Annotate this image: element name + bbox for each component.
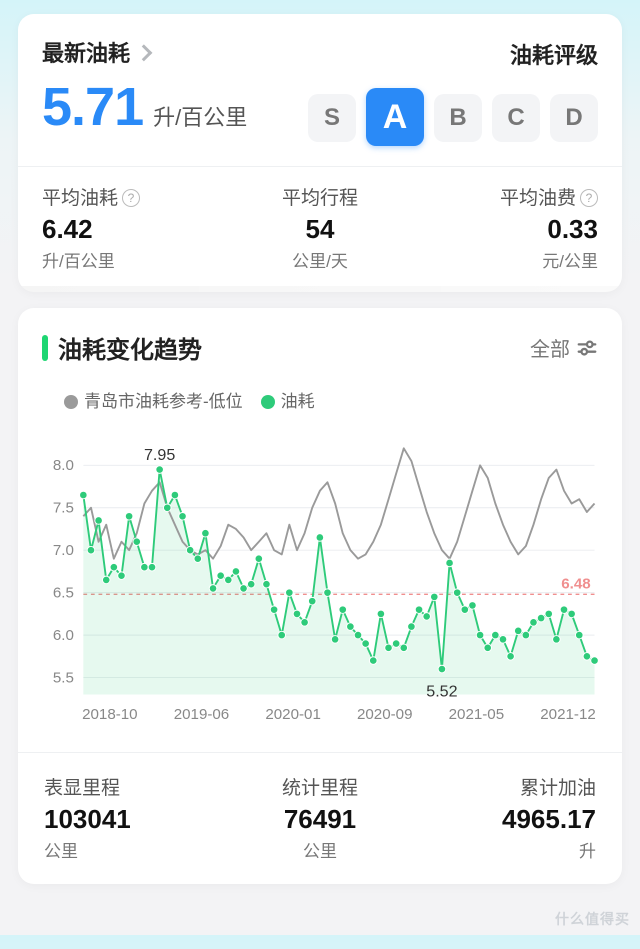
divider [18,752,622,753]
stat-totalfuel-value: 4965.17 [412,804,596,835]
stat-totalfuel-label: 累计加油 [412,773,596,800]
legend-item-ref[interactable]: 青岛市油耗参考-低位 [64,387,243,412]
grade-s[interactable]: S [308,94,356,142]
legend-ref-label: 青岛市油耗参考-低位 [84,392,243,411]
svg-text:2020-01: 2020-01 [265,706,321,723]
svg-text:5.52: 5.52 [426,683,457,701]
svg-text:2021-05: 2021-05 [449,706,505,723]
svg-text:2020-09: 2020-09 [357,706,413,723]
svg-text:7.0: 7.0 [53,542,74,559]
stat-avg-trip-value: 54 [227,214,412,245]
svg-text:7.95: 7.95 [144,446,175,464]
svg-text:7.5: 7.5 [53,499,74,516]
svg-text:2019-06: 2019-06 [174,706,230,723]
stat-avg-fuel-label: 平均油耗 [42,188,118,209]
latest-fuel-unit: 升/百公里 [153,100,247,132]
grade-d[interactable]: D [550,94,598,142]
stat-avg-cost-value: 0.33 [413,214,598,245]
dot-icon [64,395,78,409]
stat-odo-unit: 公里 [44,837,228,862]
latest-fuel-label: 最新油耗 [42,41,130,66]
stat-avg-trip-unit: 公里/天 [227,247,412,272]
stat-statmile-value: 76491 [228,804,412,835]
stat-statmile: 统计里程 76491 公里 [228,773,412,862]
chart-legend: 青岛市油耗参考-低位 油耗 [64,387,604,412]
svg-text:8.0: 8.0 [53,457,74,474]
latest-fuel-button[interactable]: 最新油耗 [42,36,152,68]
rating-grades: SABCD [308,94,598,146]
fuel-trend-card: 油耗变化趋势 全部 青岛市油耗参考-低位 油耗 5.5 6.0 6.5 7.0 7.5 8… [18,308,622,884]
grade-a[interactable]: A [366,88,424,146]
stat-avg-fuel-unit: 升/百公里 [42,247,227,272]
accent-bar-icon [42,335,48,361]
svg-text:5.5: 5.5 [53,669,74,686]
filter-label: 全部 [530,333,570,362]
filter-button[interactable]: 全部 [530,333,598,362]
legend-fuel-label: 油耗 [281,392,315,411]
chart-title-text: 油耗变化趋势 [58,330,202,365]
help-icon[interactable]: ? [580,189,598,207]
dot-icon [261,395,275,409]
stat-avg-cost-unit: 元/公里 [413,247,598,272]
stat-totalfuel: 累计加油 4965.17 升 [412,773,596,862]
help-icon[interactable]: ? [122,189,140,207]
fuel-summary-card: 最新油耗 油耗评级 5.71 升/百公里 SABCD 平均油耗? 6.42 升/… [18,14,622,292]
legend-item-fuel[interactable]: 油耗 [261,387,315,412]
svg-text:6.48: 6.48 [561,576,590,593]
rating-label: 油耗评级 [510,38,598,70]
fuel-trend-chart[interactable]: 5.5 6.0 6.5 7.0 7.5 8.0 6.48 7.95 5.52 2018-10 201… [36,420,604,732]
stat-odo-value: 103041 [44,804,228,835]
divider [18,166,622,167]
grade-c[interactable]: C [492,94,540,142]
svg-text:6.5: 6.5 [53,584,74,601]
stat-statmile-label: 统计里程 [228,773,412,800]
stat-avg-cost-label: 平均油费 [500,188,576,209]
latest-fuel-value: 5.71 [42,76,143,138]
stat-avg-fuel: 平均油耗? 6.42 升/百公里 [42,183,227,272]
svg-text:2018-10: 2018-10 [82,706,138,723]
stat-odo-label: 表显里程 [44,773,228,800]
stat-odo: 表显里程 103041 公里 [44,773,228,862]
chart-title: 油耗变化趋势 [42,330,202,365]
stat-avg-trip-label: 平均行程 [282,188,358,209]
stat-totalfuel-unit: 升 [412,837,596,862]
stat-statmile-unit: 公里 [228,837,412,862]
chevron-right-icon [136,44,153,61]
grade-b[interactable]: B [434,94,482,142]
stat-avg-fuel-value: 6.42 [42,214,227,245]
stat-avg-cost: 平均油费? 0.33 元/公里 [413,183,598,272]
stat-avg-trip: 平均行程 54 公里/天 [227,183,412,272]
sliders-icon [576,337,598,359]
svg-text:6.0: 6.0 [53,627,74,644]
svg-text:2021-12: 2021-12 [540,706,596,723]
watermark: 什么值得买 [555,909,630,929]
